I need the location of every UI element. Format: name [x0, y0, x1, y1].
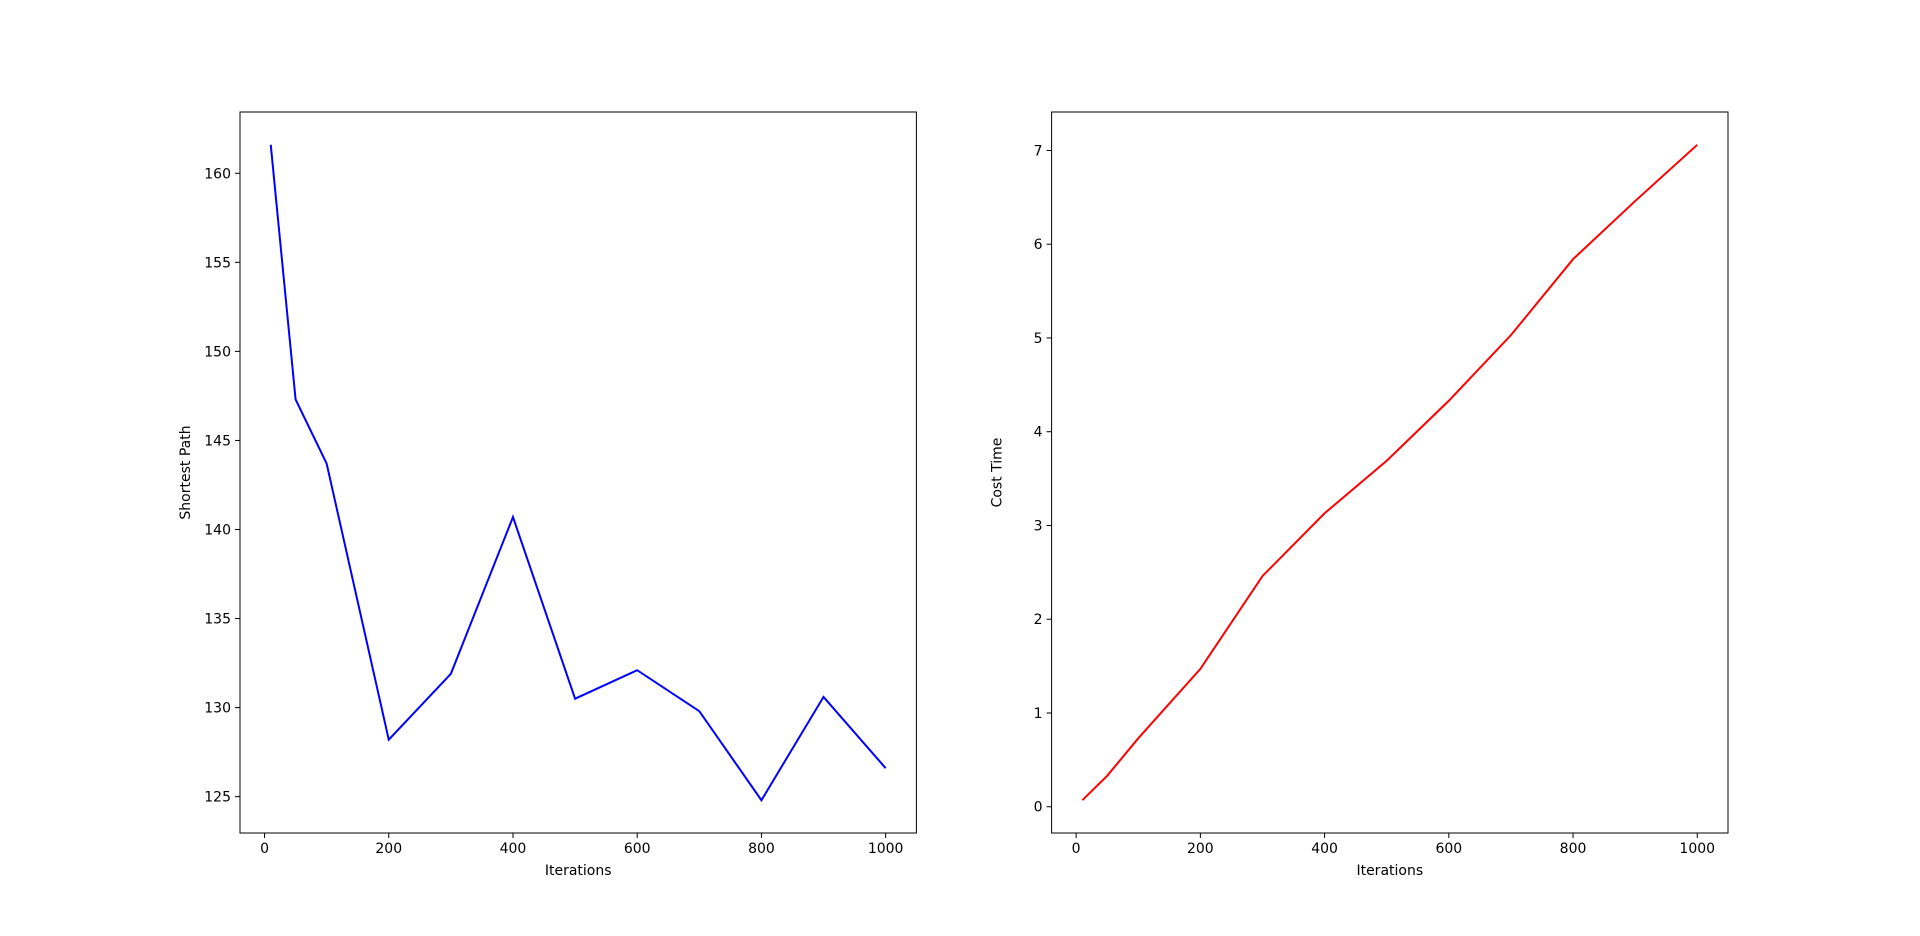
y-axis-label: Cost Time [990, 438, 1006, 508]
x-tick-label: 600 [624, 841, 651, 857]
x-tick-label: 0 [1072, 841, 1081, 857]
y-tick-label: 1 [1034, 706, 1043, 722]
x-tick-label: 800 [1560, 841, 1587, 857]
y-tick-label: 155 [204, 255, 231, 271]
y-tick-label: 5 [1034, 331, 1043, 347]
y-tick-label: 160 [204, 166, 231, 182]
y-tick-label: 140 [204, 522, 231, 538]
x-tick-label: 800 [748, 841, 775, 857]
x-tick-label: 1000 [868, 841, 904, 857]
y-tick-label: 2 [1034, 612, 1043, 628]
x-tick-label: 400 [1311, 841, 1338, 857]
x-tick-label: 400 [500, 841, 527, 857]
y-axis-label: Shortest Path [178, 425, 194, 519]
axes-frame [1051, 111, 1729, 834]
y-tick-label: 4 [1034, 425, 1043, 441]
y-tick-label: 145 [204, 433, 231, 449]
y-tick-label: 125 [204, 790, 231, 806]
x-tick-label: 600 [1435, 841, 1462, 857]
x-axis-label: Iterations [545, 863, 612, 879]
x-tick-label: 0 [260, 841, 269, 857]
data-line [269, 144, 887, 803]
y-tick-label: 135 [204, 612, 231, 628]
x-axis-label: Iterations [1356, 863, 1423, 879]
x-tick-label: 1000 [1679, 841, 1715, 857]
y-tick-label: 150 [204, 344, 231, 360]
x-tick-label: 200 [375, 841, 402, 857]
x-tick-label: 200 [1187, 841, 1214, 857]
axes-frame [239, 111, 917, 834]
y-tick-label: 7 [1034, 143, 1043, 159]
y-tick-label: 130 [204, 701, 231, 717]
y-tick-label: 0 [1034, 800, 1043, 816]
y-tick-label: 3 [1034, 518, 1043, 534]
y-tick-label: 6 [1034, 237, 1043, 253]
data-line [1081, 144, 1698, 801]
